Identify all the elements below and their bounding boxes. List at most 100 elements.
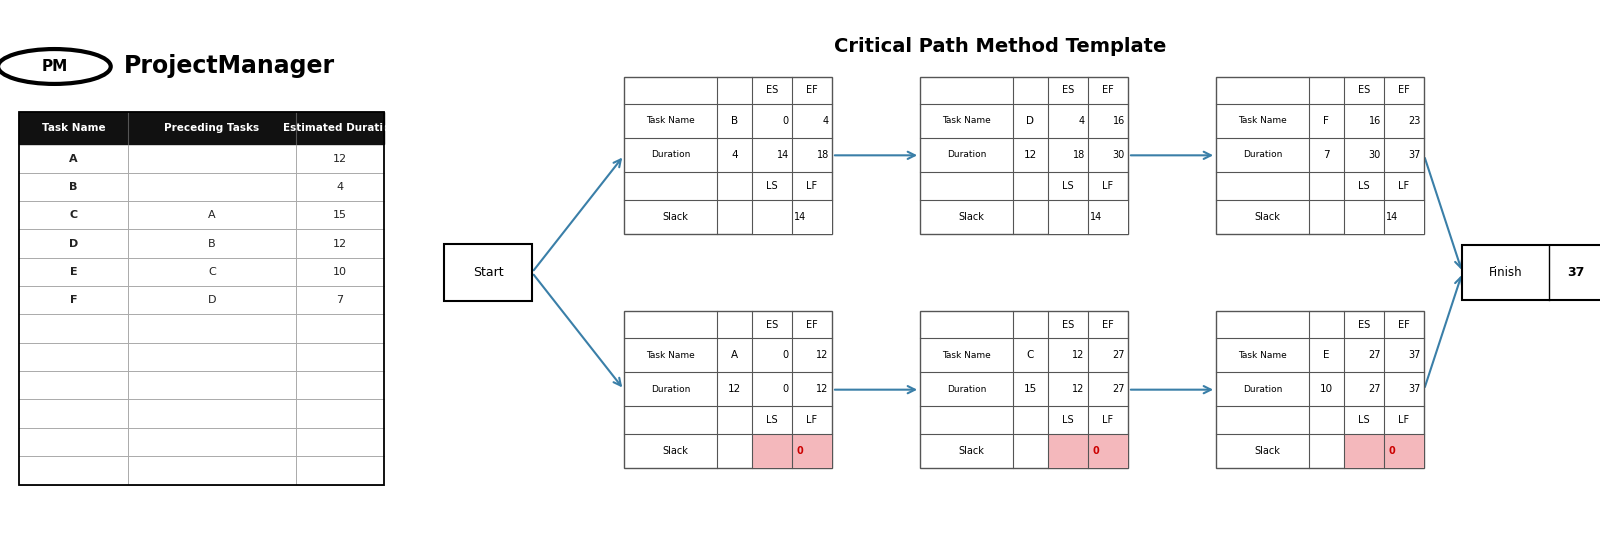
Text: 7: 7 — [336, 295, 344, 305]
Text: ES: ES — [1358, 320, 1370, 330]
Text: 12: 12 — [728, 384, 741, 394]
Text: 7: 7 — [1323, 150, 1330, 160]
Text: PM: PM — [42, 59, 67, 74]
Text: ES: ES — [1062, 320, 1074, 330]
Text: EF: EF — [806, 320, 818, 330]
Text: Task Name: Task Name — [1238, 117, 1286, 125]
Text: Critical Path Method Template: Critical Path Method Template — [834, 37, 1166, 56]
Text: B: B — [731, 116, 738, 126]
Text: ProjectManager: ProjectManager — [123, 54, 334, 78]
Text: LS: LS — [1358, 181, 1370, 191]
Text: Duration: Duration — [947, 385, 986, 393]
Text: 27: 27 — [1112, 384, 1125, 394]
Text: 23: 23 — [1408, 116, 1421, 126]
Text: Slack: Slack — [1254, 212, 1280, 222]
Text: 0: 0 — [797, 446, 803, 456]
Text: Duration: Duration — [1243, 385, 1282, 393]
Text: Preceding Tasks: Preceding Tasks — [165, 123, 259, 133]
Text: C: C — [1027, 350, 1034, 360]
Text: A: A — [69, 154, 78, 164]
Text: 4: 4 — [731, 150, 738, 160]
FancyBboxPatch shape — [1462, 245, 1600, 300]
Text: Task Name: Task Name — [942, 117, 990, 125]
Text: 0: 0 — [782, 116, 789, 126]
Text: Estimated Duration: Estimated Duration — [283, 123, 397, 133]
FancyBboxPatch shape — [624, 311, 832, 468]
Text: B: B — [208, 239, 216, 249]
Text: A: A — [731, 350, 738, 360]
Text: ES: ES — [1358, 86, 1370, 95]
Text: 12: 12 — [333, 239, 347, 249]
FancyBboxPatch shape — [1344, 200, 1424, 234]
Text: 18: 18 — [1072, 150, 1085, 160]
FancyBboxPatch shape — [19, 112, 384, 144]
Text: LF: LF — [1398, 415, 1410, 425]
Text: Duration: Duration — [1243, 150, 1282, 159]
Text: 15: 15 — [1024, 384, 1037, 394]
Text: 12: 12 — [1072, 350, 1085, 360]
Text: LS: LS — [766, 181, 778, 191]
Text: 27: 27 — [1368, 350, 1381, 360]
Text: EF: EF — [1102, 320, 1114, 330]
FancyBboxPatch shape — [1216, 311, 1424, 468]
Text: Slack: Slack — [1254, 446, 1280, 456]
Text: Duration: Duration — [651, 150, 690, 159]
Text: 12: 12 — [1024, 150, 1037, 160]
Text: F: F — [70, 295, 77, 305]
Text: 0: 0 — [1093, 446, 1099, 456]
Text: B: B — [69, 182, 78, 192]
FancyBboxPatch shape — [920, 311, 1128, 468]
Text: 15: 15 — [333, 210, 347, 220]
Text: EF: EF — [806, 86, 818, 95]
Text: Duration: Duration — [651, 385, 690, 393]
Text: 14: 14 — [794, 212, 806, 222]
Text: 0: 0 — [782, 350, 789, 360]
Text: 27: 27 — [1112, 350, 1125, 360]
Text: F: F — [1323, 116, 1330, 126]
Text: 37: 37 — [1408, 384, 1421, 394]
Text: 16: 16 — [1112, 116, 1125, 126]
Text: EF: EF — [1398, 320, 1410, 330]
Text: 37: 37 — [1408, 350, 1421, 360]
Text: 14: 14 — [776, 150, 789, 160]
Text: 30: 30 — [1112, 150, 1125, 160]
FancyBboxPatch shape — [443, 244, 531, 301]
FancyBboxPatch shape — [624, 77, 832, 234]
Text: EF: EF — [1398, 86, 1410, 95]
Text: 27: 27 — [1368, 384, 1381, 394]
Text: 12: 12 — [333, 154, 347, 164]
Text: 12: 12 — [816, 384, 829, 394]
Text: 37: 37 — [1568, 266, 1584, 279]
Text: Task Name: Task Name — [942, 351, 990, 360]
Text: 4: 4 — [1078, 116, 1085, 126]
FancyBboxPatch shape — [752, 200, 832, 234]
Text: 18: 18 — [816, 150, 829, 160]
Text: Duration: Duration — [947, 150, 986, 159]
FancyBboxPatch shape — [1216, 77, 1424, 234]
Text: 16: 16 — [1368, 116, 1381, 126]
Text: E: E — [1323, 350, 1330, 360]
Text: EF: EF — [1102, 86, 1114, 95]
Text: ES: ES — [1062, 86, 1074, 95]
Text: LS: LS — [1062, 415, 1074, 425]
Text: Start: Start — [472, 266, 504, 279]
Text: A: A — [208, 210, 216, 220]
Text: Task Name: Task Name — [1238, 351, 1286, 360]
Text: LF: LF — [806, 415, 818, 425]
Text: 12: 12 — [1072, 384, 1085, 394]
Text: ES: ES — [766, 86, 778, 95]
Text: D: D — [208, 295, 216, 305]
Text: Task Name: Task Name — [42, 123, 106, 133]
Text: 10: 10 — [333, 267, 347, 277]
Text: ES: ES — [766, 320, 778, 330]
Text: C: C — [208, 267, 216, 277]
Text: LF: LF — [1102, 181, 1114, 191]
Text: 10: 10 — [1320, 384, 1333, 394]
Text: 4: 4 — [822, 116, 829, 126]
Text: 14: 14 — [1386, 212, 1398, 222]
Text: Slack: Slack — [958, 446, 984, 456]
Text: Slack: Slack — [662, 446, 688, 456]
Text: Task Name: Task Name — [646, 117, 694, 125]
Text: 0: 0 — [1389, 446, 1395, 456]
FancyBboxPatch shape — [1344, 434, 1424, 468]
